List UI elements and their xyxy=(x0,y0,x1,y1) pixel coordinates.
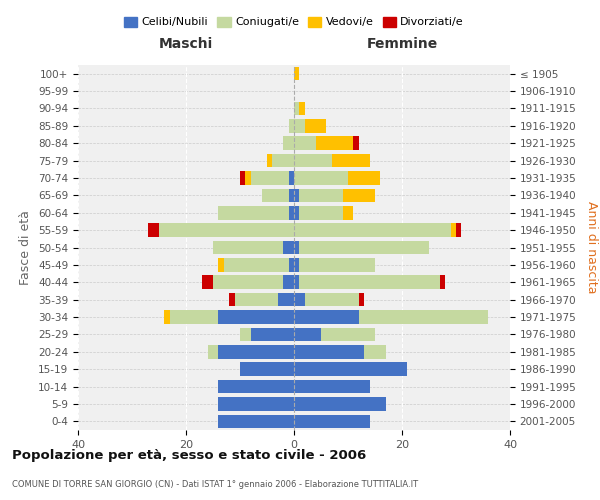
Bar xyxy=(294,119,305,132)
Bar xyxy=(294,380,370,394)
Bar xyxy=(159,224,294,237)
Bar xyxy=(348,171,380,185)
Bar xyxy=(251,328,294,341)
Bar xyxy=(283,276,294,289)
Bar xyxy=(294,224,451,237)
Bar xyxy=(299,188,343,202)
Bar xyxy=(456,224,461,237)
Bar xyxy=(294,397,386,410)
Bar xyxy=(294,345,364,358)
Bar xyxy=(262,188,289,202)
Bar xyxy=(213,240,283,254)
Bar xyxy=(332,154,370,168)
Bar xyxy=(218,380,294,394)
Bar xyxy=(289,119,294,132)
Bar xyxy=(294,188,299,202)
Legend: Celibi/Nubili, Coniugati/e, Vedovi/e, Divorziati/e: Celibi/Nubili, Coniugati/e, Vedovi/e, Di… xyxy=(119,12,469,32)
Bar xyxy=(294,102,299,115)
Bar xyxy=(294,171,348,185)
Bar xyxy=(294,328,321,341)
Bar xyxy=(208,345,218,358)
Text: Femmine: Femmine xyxy=(367,37,437,51)
Bar xyxy=(289,258,294,272)
Bar xyxy=(359,293,364,306)
Bar xyxy=(294,136,316,150)
Y-axis label: Anni di nascita: Anni di nascita xyxy=(585,201,598,294)
Bar xyxy=(283,136,294,150)
Bar xyxy=(218,397,294,410)
Y-axis label: Fasce di età: Fasce di età xyxy=(19,210,32,285)
Bar xyxy=(272,154,294,168)
Bar xyxy=(294,67,299,80)
Bar xyxy=(218,345,294,358)
Bar xyxy=(218,414,294,428)
Bar xyxy=(305,293,359,306)
Bar xyxy=(240,328,251,341)
Bar xyxy=(294,206,299,220)
Bar xyxy=(235,293,278,306)
Bar xyxy=(245,171,251,185)
Bar xyxy=(240,362,294,376)
Text: Maschi: Maschi xyxy=(159,37,213,51)
Bar xyxy=(294,362,407,376)
Bar xyxy=(251,171,289,185)
Bar xyxy=(164,310,170,324)
Bar xyxy=(218,310,294,324)
Bar xyxy=(240,171,245,185)
Bar xyxy=(364,345,386,358)
Bar xyxy=(294,293,305,306)
Bar xyxy=(289,171,294,185)
Bar xyxy=(294,154,332,168)
Bar xyxy=(289,206,294,220)
Bar xyxy=(294,258,299,272)
Bar xyxy=(213,276,283,289)
Bar xyxy=(267,154,272,168)
Bar xyxy=(218,258,224,272)
Bar xyxy=(299,258,375,272)
Bar xyxy=(294,414,370,428)
Bar xyxy=(170,310,218,324)
Bar xyxy=(451,224,456,237)
Bar xyxy=(289,188,294,202)
Bar xyxy=(299,206,343,220)
Bar xyxy=(148,224,159,237)
Bar xyxy=(299,102,305,115)
Bar xyxy=(224,258,289,272)
Bar xyxy=(278,293,294,306)
Bar xyxy=(440,276,445,289)
Text: Popolazione per età, sesso e stato civile - 2006: Popolazione per età, sesso e stato civil… xyxy=(12,450,366,462)
Bar xyxy=(229,293,235,306)
Bar xyxy=(299,240,429,254)
Bar xyxy=(321,328,375,341)
Bar xyxy=(343,206,353,220)
Bar xyxy=(218,206,289,220)
Bar xyxy=(299,276,440,289)
Bar xyxy=(305,119,326,132)
Bar xyxy=(294,310,359,324)
Bar xyxy=(294,276,299,289)
Bar xyxy=(283,240,294,254)
Text: COMUNE DI TORRE SAN GIORGIO (CN) - Dati ISTAT 1° gennaio 2006 - Elaborazione TUT: COMUNE DI TORRE SAN GIORGIO (CN) - Dati … xyxy=(12,480,418,489)
Bar xyxy=(202,276,213,289)
Bar xyxy=(343,188,375,202)
Bar xyxy=(294,240,299,254)
Bar xyxy=(353,136,359,150)
Bar xyxy=(359,310,488,324)
Bar xyxy=(316,136,353,150)
